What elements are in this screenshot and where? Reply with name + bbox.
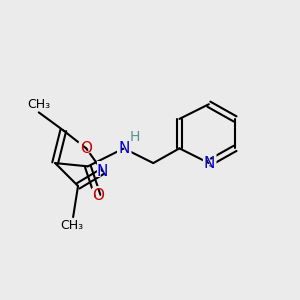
Text: O: O <box>77 138 95 158</box>
Text: CH₃: CH₃ <box>60 219 83 232</box>
Text: N: N <box>200 153 218 173</box>
Text: N: N <box>94 161 111 181</box>
Text: O: O <box>80 141 92 156</box>
Text: H: H <box>130 130 140 144</box>
Text: N: N <box>118 141 130 156</box>
Text: O: O <box>92 188 104 203</box>
Text: O: O <box>89 186 106 206</box>
Text: N: N <box>97 164 108 179</box>
Text: N: N <box>203 156 214 171</box>
Text: CH₃: CH₃ <box>27 98 50 111</box>
Text: N: N <box>115 138 133 158</box>
